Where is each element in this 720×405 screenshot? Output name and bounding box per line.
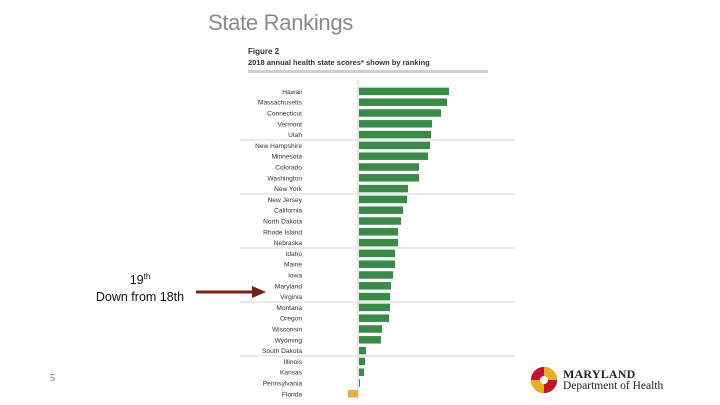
state-bar	[359, 238, 398, 247]
state-bar	[359, 206, 403, 214]
state-label: North Dakota	[263, 219, 302, 226]
state-label: South Dakota	[262, 348, 302, 355]
state-bar	[359, 163, 419, 171]
state-bar	[359, 303, 390, 312]
state-label: Connecticut	[267, 111, 302, 118]
state-label: Oregon	[280, 316, 302, 323]
state-bar	[359, 271, 393, 279]
state-label: Montana	[276, 305, 302, 312]
state-bar	[359, 379, 360, 387]
maryland-flag-icon	[531, 367, 557, 393]
figure-rule	[248, 70, 488, 73]
figure-label: Figure 2	[248, 47, 280, 56]
state-label: California	[274, 208, 302, 215]
state-label: Utah	[288, 132, 302, 139]
state-bar	[359, 260, 395, 268]
state-label: Pennsylvania	[263, 381, 303, 388]
slide-title: State Rankings	[208, 10, 353, 35]
state-bar	[359, 184, 408, 193]
state-bar	[359, 249, 395, 258]
state-label: Illinois	[284, 359, 303, 366]
state-bar	[359, 368, 364, 376]
state-label: Florida	[282, 391, 302, 398]
state-bar	[359, 87, 449, 96]
callout-arrow	[196, 286, 266, 298]
state-bar	[359, 325, 382, 333]
state-bar	[359, 174, 419, 182]
maryland-health-logo: MARYLAND Department of Health	[530, 366, 663, 394]
state-label: Wisconsin	[272, 327, 302, 334]
state-bar	[359, 141, 430, 150]
state-label: Massachusetts	[258, 100, 303, 107]
state-label: Nebraska	[274, 240, 303, 247]
state-label: Kansas	[280, 370, 303, 377]
state-label: Washington	[267, 175, 302, 182]
state-label: Maryland	[275, 283, 302, 290]
state-bar	[359, 98, 447, 106]
logo-line1: MARYLAND	[563, 367, 636, 381]
state-bar	[359, 130, 431, 139]
state-bar	[359, 346, 366, 355]
state-bar	[359, 228, 398, 236]
state-label: Idaho	[285, 251, 302, 258]
state-bar	[359, 109, 441, 117]
figure-caption: 2018 annual health state scores* shown b…	[248, 58, 430, 67]
state-bar	[348, 390, 358, 398]
rank-suffix: th	[143, 272, 151, 281]
slide-number: 5	[50, 373, 55, 384]
state-bar	[359, 282, 391, 290]
rank-callout: 19th Down from 18th	[80, 268, 200, 306]
state-bar	[359, 336, 381, 344]
state-label: New Hampshire	[255, 143, 302, 150]
rank-value: 19	[129, 273, 144, 288]
state-bar	[359, 314, 389, 322]
arrow-head	[252, 286, 266, 298]
state-label: Virginia	[280, 294, 302, 301]
logo-line2: Department of Health	[563, 380, 664, 392]
rank-line: 19th	[80, 268, 200, 289]
state-bar	[359, 292, 390, 301]
state-label: Minnesota	[272, 154, 303, 161]
state-bar	[359, 152, 428, 160]
state-label: Hawaii	[282, 89, 302, 96]
state-ranking-chart: Hawaii Massachusetts Connecticut Vermont Uta…	[240, 80, 515, 400]
state-bar	[359, 217, 401, 225]
state-label: Vermont	[277, 121, 302, 128]
state-label: Maine	[284, 262, 302, 269]
state-bar	[359, 195, 407, 204]
state-label: New Jersey	[268, 197, 303, 204]
state-bar	[359, 357, 365, 366]
state-label: Iowa	[288, 273, 302, 280]
state-label: Wyoming	[275, 337, 303, 344]
state-bar	[359, 120, 432, 128]
state-label: Rhode Island	[263, 229, 302, 236]
state-label: Colorado	[275, 165, 302, 172]
rank-note: Down from 18th	[95, 290, 185, 305]
state-label: New York	[274, 186, 303, 193]
